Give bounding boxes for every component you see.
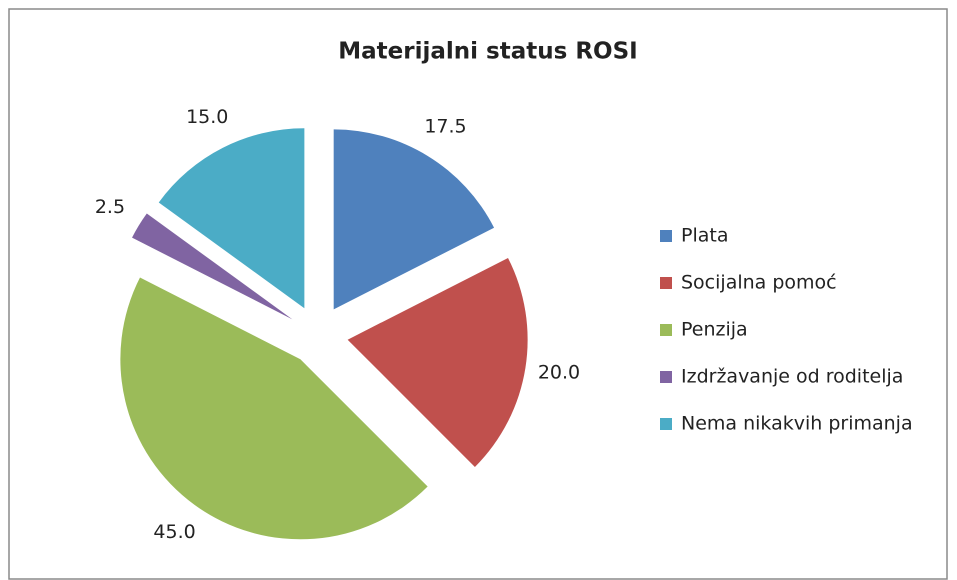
data-label: 20.0 — [538, 362, 580, 384]
legend-label: Izdržavanje od roditelja — [681, 366, 903, 388]
chart-title: Materijalni status ROSI — [338, 39, 637, 65]
pie-slice — [120, 277, 428, 540]
legend-swatch — [660, 324, 672, 336]
legend-swatch — [660, 418, 672, 430]
pie-slice — [347, 257, 528, 467]
legend-swatch — [660, 230, 672, 242]
data-label: 2.5 — [95, 196, 125, 218]
legend-label: Nema nikakvih primanja — [681, 413, 913, 435]
data-label: 17.5 — [424, 115, 466, 137]
pie-slice — [333, 129, 495, 310]
legend-swatch — [660, 277, 672, 289]
data-label: 15.0 — [186, 106, 228, 128]
legend-swatch — [660, 371, 672, 383]
legend-label: Plata — [681, 225, 728, 247]
legend-label: Penzija — [681, 319, 748, 341]
data-label: 45.0 — [153, 521, 195, 543]
legend-label: Socijalna pomoć — [681, 272, 837, 294]
pie-slice — [132, 213, 293, 320]
pie-slice — [158, 128, 305, 309]
